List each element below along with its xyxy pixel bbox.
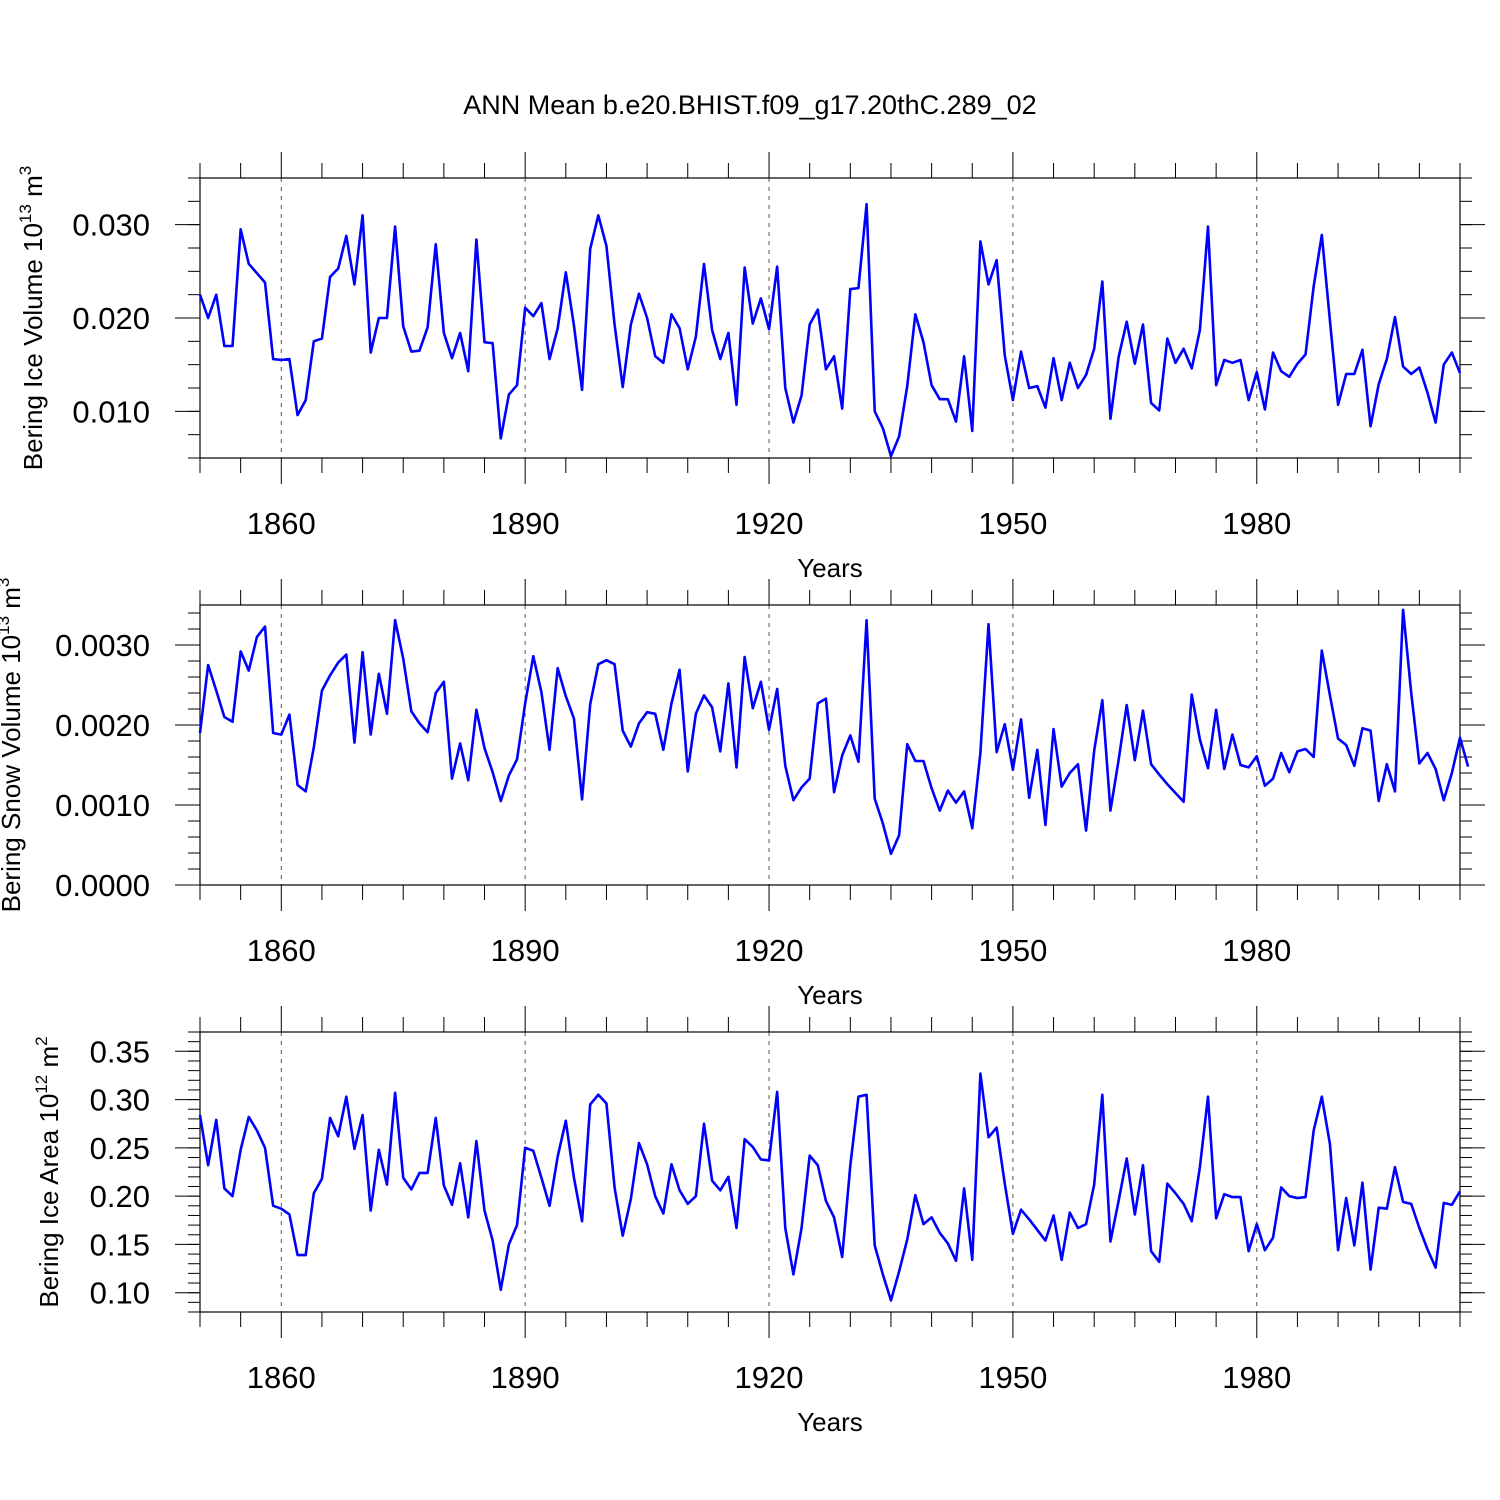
ice-volume-y-axis-sup: 13 [16,204,35,223]
ice-area-xtick-label-4: 1980 [1222,1360,1291,1395]
snow-volume-plot-frame [199,604,1461,886]
snow-volume-ytick-label-0: 0.0000 [55,868,150,903]
ice-volume-xtick-label-4: 1980 [1222,506,1291,541]
ice-area-y-axis-text: m [34,1046,64,1075]
ice-area-ytick-label-4: 0.30 [90,1083,150,1118]
snow-volume-y-axis-title: Bering Snow Volume 1013 m3 [0,578,26,913]
ice-area-xtick-label-1: 1890 [491,1360,560,1395]
ice-area-y-axis-title: Bering Ice Area 1012 m2 [32,1036,64,1307]
ice-volume-ytick-label-1: 0.020 [72,301,150,336]
snow-volume-series-line [198,608,1470,856]
ice-volume-y-axis-sup: 3 [16,166,35,175]
snow-volume-y-axis-sup: 13 [0,616,13,635]
ice-area-ytick-label-0: 0.10 [90,1276,150,1311]
ice-volume-panel: 0.010 0.020 0.030 1860 1890 1920 1950 1980 Years… [16,152,1485,583]
ice-area-xtick-label-3: 1950 [978,1360,1047,1395]
ice-area-series-line [198,1072,1462,1302]
ice-volume-ytick-label-0: 0.010 [72,394,150,429]
snow-volume-y-axis-sup: 3 [0,578,13,587]
ice-volume-x-axis-title: Years [797,553,863,583]
snow-volume-ytick-label-1: 0.0010 [55,788,150,823]
snow-volume-xtick-label-3: 1950 [978,933,1047,968]
ice-area-ytick-label-1: 0.15 [90,1227,150,1262]
ice-volume-series-line [198,202,1462,458]
ice-area-y-axis-text: Bering Ice Area 10 [34,1094,64,1308]
ice-volume-y-axis-title: Bering Ice Volume 1013 m3 [16,166,48,470]
ice-volume-xtick-label-3: 1950 [978,506,1047,541]
snow-volume-y-axis-text: m [0,587,26,616]
snow-volume-xtick-label-1: 1890 [491,933,560,968]
ice-area-panel: 0.10 0.15 0.20 0.25 0.30 0.35 1860 1890 1920 1950… [32,1006,1485,1437]
snow-volume-y-axis-text: Bering Snow Volume 10 [0,635,26,913]
ice-area-y-axis-sup: 12 [32,1075,51,1094]
ice-volume-ytick-label-2: 0.030 [72,208,150,243]
ice-volume-xtick-label-1: 1890 [491,506,560,541]
snow-volume-ytick-label-2: 0.0020 [55,708,150,743]
ice-area-ytick-label-3: 0.25 [90,1131,150,1166]
ice-area-ytick-label-2: 0.20 [90,1179,150,1214]
ice-area-ytick-label-5: 0.35 [90,1034,150,1069]
ice-area-plot-frame [199,1031,1461,1313]
ice-area-xtick-label-0: 1860 [247,1360,316,1395]
ice-area-xtick-label-2: 1920 [735,1360,804,1395]
chart-title: ANN Mean b.e20.BHIST.f09_g17.20thC.289_0… [463,90,1036,120]
snow-volume-panel: 0.0000 0.0010 0.0020 0.0030 1860 1890 1920 1950… [0,578,1485,1010]
ice-volume-xtick-label-0: 1860 [247,506,316,541]
snow-volume-xtick-label-4: 1980 [1222,933,1291,968]
ice-area-y-axis-sup: 2 [32,1036,51,1045]
ice-area-x-axis-title: Years [797,1407,863,1437]
snow-volume-xtick-label-2: 1920 [735,933,804,968]
snow-volume-ytick-label-3: 0.0030 [55,628,150,663]
ice-volume-plot-frame [199,177,1461,459]
ice-volume-xtick-label-2: 1920 [735,506,804,541]
ice-volume-y-axis-text: Bering Ice Volume 10 [18,223,48,470]
snow-volume-x-axis-title: Years [797,980,863,1010]
snow-volume-xtick-label-0: 1860 [247,933,316,968]
ice-volume-y-axis-text: m [18,175,48,204]
